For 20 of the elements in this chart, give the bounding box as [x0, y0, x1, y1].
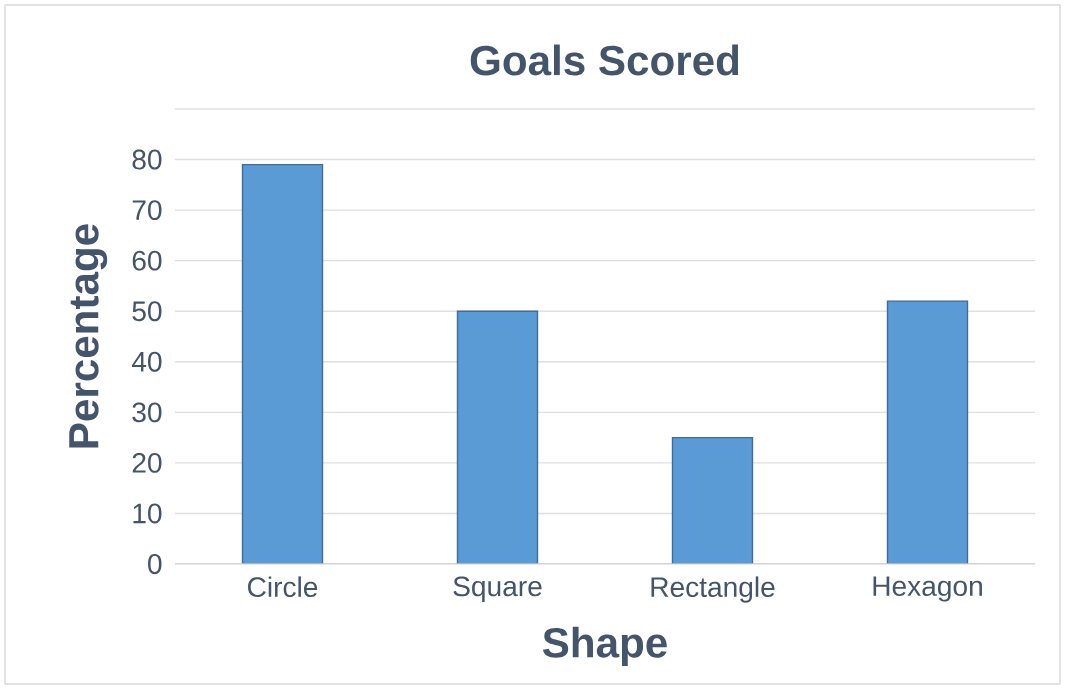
x-tick-label: Circle	[248, 576, 318, 598]
y-tick-label: 0	[148, 554, 162, 574]
x-tick-label: Rectangle	[651, 576, 775, 603]
y-axis-title: Percentage	[69, 224, 108, 448]
chart-title: Goals Scored	[470, 44, 739, 76]
y-tick-label: 50	[132, 301, 162, 322]
bar	[886, 300, 969, 565]
x-tick-label: Hexagon	[873, 576, 982, 602]
y-tick-label: 40	[131, 351, 162, 372]
bar	[671, 436, 754, 565]
y-tick-label: 30	[132, 402, 162, 423]
y-tick-label: 70	[132, 200, 162, 221]
x-tick-label: Square	[453, 576, 542, 602]
y-tick-label: 60	[132, 250, 162, 271]
bar	[456, 310, 539, 565]
x-axis-title: Shape	[542, 626, 667, 667]
y-tick-label: 20	[132, 452, 162, 473]
y-tick-label: 10	[133, 503, 162, 524]
y-tick-label: 80	[132, 149, 162, 170]
bar	[241, 163, 324, 565]
